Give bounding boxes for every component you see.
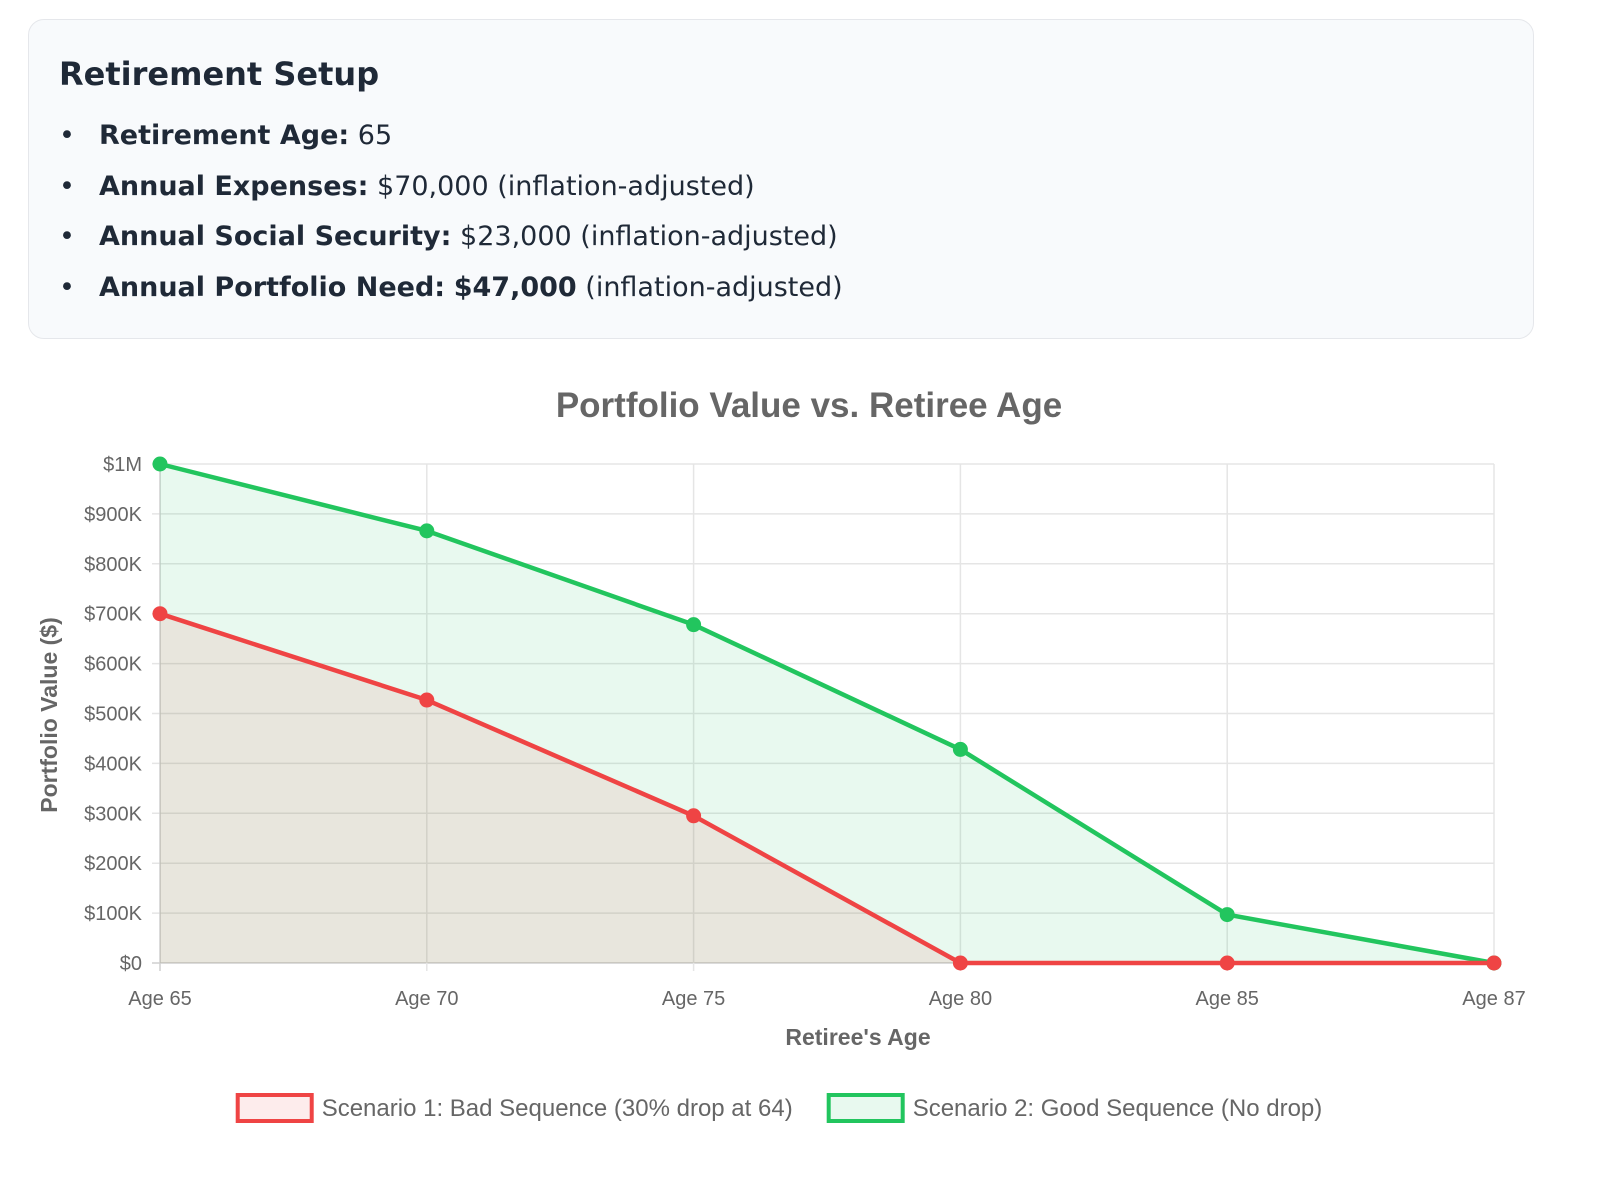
- data-point: [686, 808, 702, 824]
- setup-item-suffix: (inflation-adjusted): [580, 221, 838, 252]
- legend-label: Scenario 2: Good Sequence (No drop): [913, 1095, 1323, 1122]
- setup-item-value: $47,000: [453, 271, 577, 303]
- series-lines: [157, 461, 1497, 966]
- setup-item-annual-social-security: • Annual Social Security: $23,000 (infla…: [59, 217, 843, 268]
- y-tick-label: $500K: [84, 704, 142, 726]
- data-point: [952, 955, 968, 971]
- legend-swatch: [826, 1093, 905, 1123]
- x-tick-label: Age 85: [1196, 988, 1259, 1010]
- setup-item-label: Annual Expenses:: [99, 170, 369, 202]
- setup-item-value: 65: [357, 120, 393, 151]
- y-tick-label: $400K: [84, 753, 142, 775]
- chart-title: Portfolio Value vs. Retiree Age: [556, 386, 1062, 425]
- legend-label: Scenario 1: Bad Sequence (30% drop at 64…: [322, 1095, 793, 1122]
- legend: Scenario 1: Bad Sequence (30% drop at 64…: [235, 1093, 1323, 1123]
- data-point: [1219, 907, 1235, 923]
- setup-item-label: Retirement Age:: [99, 120, 350, 151]
- chart-container: Portfolio Value vs. Retiree Age $0 $100K $…: [0, 360, 1618, 1180]
- legend-item: Scenario 2: Good Sequence (No drop): [826, 1093, 1323, 1123]
- data-point: [686, 617, 702, 633]
- portfolio-chart: Portfolio Value vs. Retiree Age $0$100K$…: [36, 386, 1526, 1123]
- setup-item-annual-portfolio-need: • Annual Portfolio Need: $47,000 (inflat…: [59, 268, 843, 319]
- data-point: [1219, 955, 1235, 971]
- data-point: [419, 692, 435, 708]
- x-tick-labels: Age 65 Age 70 Age 75 Age 80 Age 85 Age 87: [128, 988, 1525, 1010]
- x-tick-label: Age 70: [395, 988, 458, 1010]
- setup-list: • Retirement Age: 65 • Annual Expenses: …: [59, 116, 843, 318]
- y-axis-label: Portfolio Value ($): [36, 617, 62, 813]
- y-tick-label: $1M: [103, 454, 142, 476]
- setup-item-retirement-age: • Retirement Age: 65: [59, 116, 843, 167]
- series-areas: [160, 464, 1494, 963]
- series-points: [152, 456, 1502, 971]
- series-area: [160, 613, 1494, 963]
- x-tick-label: Age 87: [1462, 988, 1525, 1010]
- x-axis-label: Retiree's Age: [785, 1024, 930, 1050]
- series-line: [157, 461, 1497, 966]
- data-point: [419, 523, 435, 539]
- y-tick-label: $0: [120, 953, 142, 975]
- data-point: [152, 606, 168, 622]
- y-tick-label: $600K: [84, 654, 142, 676]
- y-tick-labels: $0 $100K $200K $300K $400K $500K $600K $700K $80…: [84, 454, 142, 975]
- grid-lines: [152, 463, 1495, 971]
- y-tick-label: $200K: [84, 853, 142, 875]
- series-area: [160, 464, 1494, 963]
- setup-item-suffix: (inflation-adjusted): [585, 271, 843, 303]
- setup-item-value: $70,000: [377, 170, 489, 202]
- setup-item-label: Annual Social Security:: [99, 221, 452, 252]
- y-tick-label: $900K: [84, 504, 142, 526]
- y-tick-label: $100K: [84, 903, 142, 925]
- series-line: [157, 611, 1497, 966]
- bullet-icon: •: [59, 170, 75, 202]
- setup-title: Retirement Setup: [59, 55, 380, 93]
- legend-swatch: [235, 1093, 314, 1123]
- setup-item-suffix: (inflation-adjusted): [497, 170, 755, 202]
- legend-item: Scenario 1: Bad Sequence (30% drop at 64…: [235, 1093, 793, 1123]
- x-tick-label: Age 75: [662, 988, 725, 1010]
- setup-item-label: Annual Portfolio Need:: [99, 271, 446, 303]
- setup-item-annual-expenses: • Annual Expenses: $70,000 (inflation-ad…: [59, 167, 843, 218]
- setup-item-value: $23,000: [460, 221, 572, 252]
- x-tick-label: Age 80: [929, 988, 992, 1010]
- y-tick-label: $300K: [84, 803, 142, 825]
- x-tick-label: Age 65: [128, 988, 191, 1010]
- bullet-icon: •: [59, 271, 75, 303]
- retirement-setup-card: Retirement Setup • Retirement Age: 65 • …: [28, 19, 1534, 339]
- y-tick-label: $800K: [84, 554, 142, 576]
- data-point: [1486, 955, 1502, 971]
- y-tick-label: $700K: [84, 604, 142, 626]
- data-point: [952, 741, 968, 757]
- data-point: [152, 456, 168, 472]
- bullet-icon: •: [59, 221, 75, 252]
- bullet-icon: •: [59, 120, 75, 151]
